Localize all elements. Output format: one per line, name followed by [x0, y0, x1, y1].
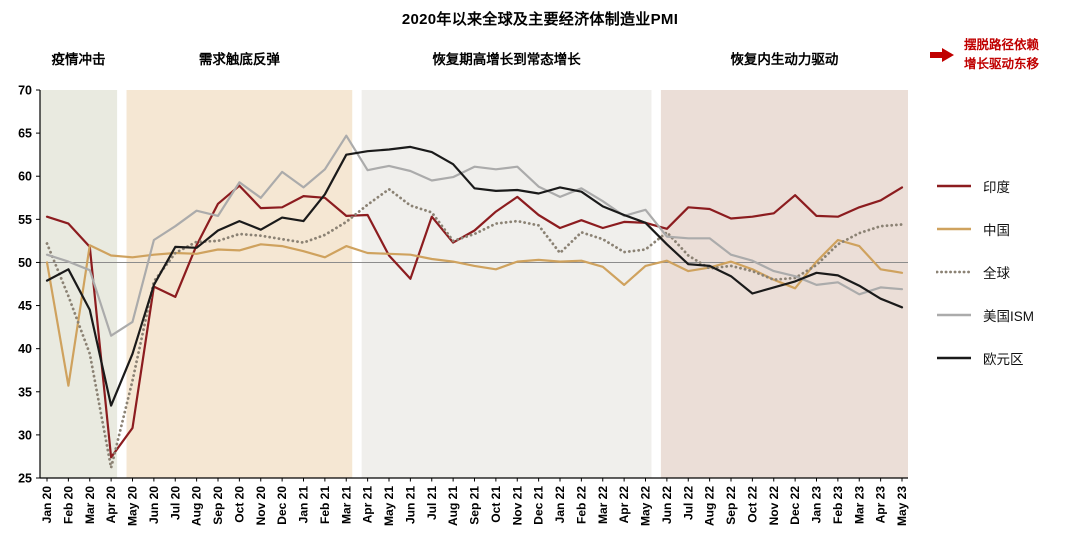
x-tick-label: Sep 21 — [468, 486, 482, 525]
y-tick-label: 65 — [18, 127, 32, 141]
series-line-global — [45, 187, 904, 470]
x-tick-label: Oct 22 — [745, 486, 759, 523]
x-tick-label: Nov 22 — [767, 486, 781, 526]
phase-label-demand-rebound: 需求触底反弹 — [199, 51, 280, 67]
phase-label-recovery-to-normal: 恢复期高增长到常态增长 — [432, 51, 581, 67]
x-tick-label: Feb 23 — [831, 486, 845, 524]
legend-item-us-ism: 美国ISM — [936, 305, 1034, 325]
y-tick-label: 45 — [18, 299, 32, 313]
y-tick-label: 40 — [18, 342, 32, 356]
red-arrow-icon — [930, 47, 955, 63]
x-tick-label: Jul 21 — [425, 486, 439, 520]
phase-label-pandemic-shock: 疫情冲击 — [52, 51, 106, 67]
x-tick-label: Jun 21 — [403, 486, 417, 524]
x-tick-label: Jan 21 — [297, 486, 311, 524]
x-tick-label: Oct 20 — [232, 486, 246, 523]
x-tick-label: Aug 22 — [703, 486, 717, 526]
annotation-line-1: 摆脱路径依赖 — [964, 38, 1040, 52]
chart-legend: 印度中国全球美国ISM 欧元区 — [936, 176, 1034, 368]
x-tick-label: Feb 21 — [318, 486, 332, 524]
x-tick-label: Apr 22 — [617, 486, 631, 524]
x-tick-label: Mar 23 — [852, 486, 866, 524]
x-tick-label: May 20 — [126, 486, 140, 526]
x-tick-label: Jul 20 — [168, 486, 182, 520]
legend-item-china: 中国 — [936, 219, 1034, 239]
annotation-text: 摆脱路径依赖 增长驱动东移 — [964, 36, 1039, 74]
x-tick-label: Mar 20 — [83, 486, 97, 524]
x-tick-label: Aug 21 — [446, 486, 460, 526]
x-tick-label: Dec 20 — [275, 486, 289, 525]
legend-swatch-eurozone — [937, 356, 971, 360]
x-tick-label: Apr 23 — [874, 486, 888, 524]
x-tick-label: Sep 22 — [724, 486, 738, 525]
series-line-eurozone — [45, 145, 904, 407]
x-tick-label: Dec 22 — [788, 486, 802, 525]
chart-title: 2020年以来全球及主要经济体制造业PMI — [401, 11, 679, 28]
x-tick-label: Mar 21 — [339, 486, 353, 524]
legend-swatch-china — [937, 227, 971, 231]
x-tick-label: Nov 20 — [254, 486, 268, 526]
legend-label-us-ism: 美国ISM — [983, 309, 1035, 324]
x-tick-label: Dec 21 — [532, 486, 546, 525]
phase-label-endogenous-momentum: 恢复内生动力驱动 — [730, 51, 838, 67]
x-tick-label: Aug 20 — [190, 486, 204, 526]
y-tick-label: 55 — [18, 213, 32, 227]
x-tick-label: May 22 — [639, 486, 653, 526]
y-tick-label: 25 — [18, 472, 32, 486]
phase-band-demand-rebound — [126, 90, 353, 478]
legend-label-india: 印度 — [983, 180, 1010, 195]
x-tick-label: Jan 23 — [810, 486, 824, 524]
y-tick-label: 30 — [18, 428, 32, 442]
y-tick-label: 35 — [18, 385, 32, 399]
legend-swatch-us-ism — [937, 313, 971, 317]
x-tick-label: Sep 20 — [211, 486, 225, 525]
east-shift-annotation: 摆脱路径依赖 增长驱动东移 — [930, 36, 1039, 74]
y-tick-label: 70 — [18, 84, 32, 98]
y-tick-label: 60 — [18, 170, 32, 184]
x-tick-label: Apr 20 — [104, 486, 118, 524]
legend-label-eurozone: 欧元区 — [983, 352, 1024, 367]
x-tick-label: Oct 21 — [489, 486, 503, 523]
legend-item-eurozone: 欧元区 — [936, 348, 1034, 368]
x-tick-label: Feb 22 — [574, 486, 588, 524]
x-tick-label: Jan 20 — [40, 486, 54, 524]
x-tick-label: Jun 22 — [660, 486, 674, 524]
legend-item-global: 全球 — [936, 262, 1034, 282]
legend-label-global: 全球 — [983, 266, 1010, 281]
legend-swatch-india — [937, 184, 971, 188]
y-tick-label: 50 — [18, 256, 32, 270]
x-tick-label: Jan 22 — [553, 486, 567, 524]
x-tick-label: Jul 22 — [681, 486, 695, 520]
x-tick-label: May 21 — [382, 486, 396, 526]
phase-band-pandemic-shock — [40, 90, 118, 478]
x-tick-label: Feb 20 — [61, 486, 75, 524]
legend-swatch-global — [936, 270, 972, 274]
phase-band-recovery-to-normal — [361, 90, 652, 478]
x-tick-label: Nov 21 — [510, 486, 524, 526]
series-line-us-ism — [45, 134, 904, 337]
x-tick-label: Mar 22 — [596, 486, 610, 524]
series-line-india — [45, 184, 904, 459]
x-tick-label: Apr 21 — [361, 486, 375, 524]
x-tick-label: Jun 20 — [147, 486, 161, 524]
annotation-line-2: 增长驱动东移 — [964, 56, 1040, 71]
x-tick-label: May 23 — [895, 486, 909, 526]
legend-label-china: 中国 — [983, 223, 1010, 238]
legend-item-india: 印度 — [936, 176, 1034, 196]
